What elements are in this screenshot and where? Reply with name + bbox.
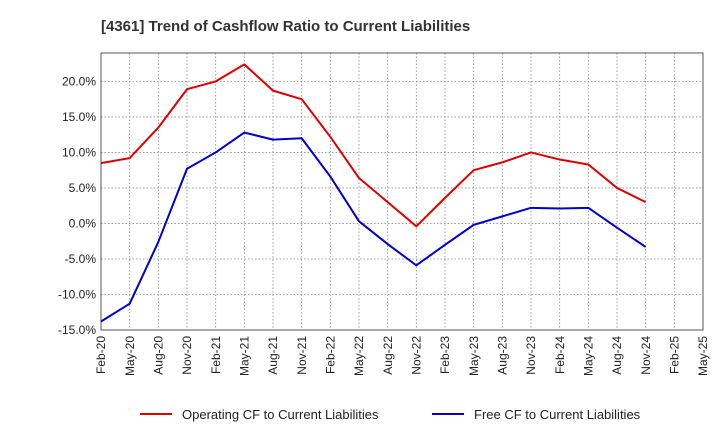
- x-tick-label: Aug-20: [152, 336, 166, 375]
- x-tick-label: May-24: [582, 336, 596, 376]
- x-tick-label: Aug-21: [266, 336, 280, 375]
- grid: [101, 53, 703, 330]
- x-tick-label: Nov-20: [180, 336, 194, 375]
- y-tick-label: -5.0%: [65, 252, 97, 266]
- x-tick-label: Nov-21: [295, 336, 309, 375]
- x-tick-label: Aug-22: [381, 336, 395, 375]
- series-lines: [100, 63, 647, 323]
- y-tick-label: 10.0%: [62, 145, 96, 159]
- x-tick-label: Feb-22: [324, 336, 338, 374]
- x-tick-label: Feb-25: [668, 336, 682, 374]
- x-tick-label: May-22: [352, 336, 366, 376]
- x-tick-label: Nov-24: [639, 336, 653, 375]
- y-tick-label: -15.0%: [58, 323, 96, 337]
- x-tick-label: Nov-23: [524, 336, 538, 375]
- x-tick-label: Feb-23: [438, 336, 452, 374]
- y-tick-label: 15.0%: [62, 110, 96, 124]
- y-tick-label: 5.0%: [69, 181, 97, 195]
- y-tick-label: 20.0%: [62, 74, 96, 88]
- y-tick-label: -10.0%: [58, 287, 96, 301]
- axes: Feb-20 May-20 Aug-20 Nov-20 Feb-21 May-21 Aug-…: [58, 52, 710, 376]
- x-tick-label: May-23: [467, 336, 481, 376]
- x-tick-label: Aug-23: [496, 336, 510, 375]
- x-tick-label: Feb-20: [94, 336, 108, 374]
- x-tick-label: Feb-24: [553, 336, 567, 374]
- series-line-1: [100, 63, 647, 228]
- x-tick-label: May-21: [238, 336, 252, 376]
- legend: Operating CF to Current Liabilities Free …: [140, 407, 641, 422]
- chart-title: [4361] Trend of Cashflow Ratio to Curren…: [101, 18, 470, 35]
- plot-frame: [100, 52, 704, 331]
- legend-label-2: Free CF to Current Liabilities: [474, 407, 641, 422]
- x-tick-label: Nov-22: [410, 336, 424, 375]
- series-line-2: [100, 131, 647, 323]
- legend-label-1: Operating CF to Current Liabilities: [182, 407, 379, 422]
- x-tick-label: May-25: [696, 336, 710, 376]
- x-tick-label: Feb-21: [209, 336, 223, 374]
- x-tick-label: May-20: [123, 336, 137, 376]
- x-tick-label: Aug-24: [610, 336, 624, 375]
- y-tick-label: 0.0%: [69, 216, 97, 230]
